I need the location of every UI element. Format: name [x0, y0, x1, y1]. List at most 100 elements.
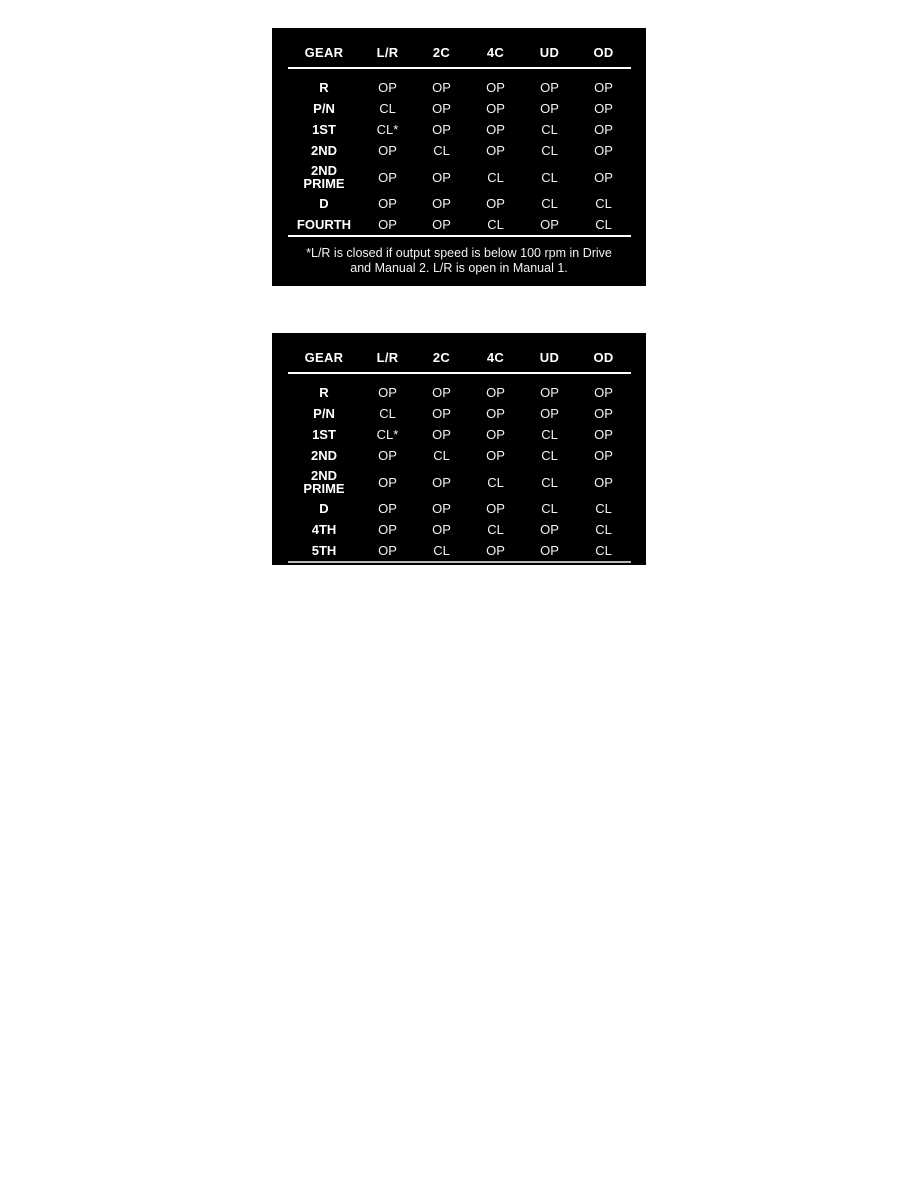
footnote-line-2: Drive and Manual 2. L/R is open in Manua… — [350, 246, 612, 275]
spacer-cell — [523, 68, 577, 77]
cell-2c: OP — [432, 406, 451, 421]
gear-label: R — [319, 80, 329, 95]
header-row: GEAR L/R 2C 4C UD OD — [287, 342, 631, 373]
cell-4c: OP — [486, 143, 505, 158]
column-header-2c: 2C — [432, 44, 451, 60]
gear-label: D — [319, 196, 329, 211]
table-header: GEAR L/R 2C 4C UD OD — [287, 342, 631, 373]
cell-4c: OP — [486, 122, 505, 137]
cell-4c: OP — [486, 196, 505, 211]
cell-4c: CL — [487, 217, 504, 232]
column-header-lr: L/R — [376, 349, 399, 365]
cell-od: CL — [595, 501, 612, 516]
gear-label: 1ST — [312, 427, 336, 442]
header-row: GEAR L/R 2C 4C UD OD — [287, 37, 631, 68]
cell-2c: CL — [433, 543, 450, 558]
cell-4c: OP — [486, 80, 505, 95]
gear-label: 2ND — [310, 143, 337, 158]
gear-label: D — [319, 501, 329, 516]
cell-lr: OP — [378, 217, 397, 232]
cell-4c: CL — [487, 474, 504, 490]
footnote-line-1: *L/R is closed if output speed is below … — [306, 246, 580, 260]
cell-od: OP — [594, 169, 613, 185]
cell-ud: OP — [540, 385, 559, 400]
table-body: R OP OP OP OP OP P/N CL OP OP OP OP 1ST — [287, 68, 631, 236]
spacer-cell — [523, 373, 577, 382]
spacer-cell — [361, 68, 415, 77]
spacer-cell — [577, 68, 631, 77]
cell-lr: OP — [378, 448, 397, 463]
cell-lr: OP — [378, 474, 397, 490]
cell-ud: CL — [541, 427, 558, 442]
cell-lr: OP — [378, 385, 397, 400]
cell-4c: OP — [486, 501, 505, 516]
clutch-application-chart-5-speed-panel: GEAR L/R 2C 4C UD OD R — [272, 333, 646, 565]
cell-od: CL — [595, 196, 612, 211]
cell-lr: OP — [378, 80, 397, 95]
cell-2c: OP — [432, 522, 451, 537]
gear-label: 2ND PRIME — [288, 161, 361, 193]
table-row: D OP OP OP CL CL — [288, 498, 631, 519]
cell-od: OP — [594, 143, 613, 158]
spacer-cell — [288, 68, 361, 77]
cell-ud: OP — [540, 522, 559, 537]
cell-ud: OP — [540, 101, 559, 116]
cell-4c: OP — [486, 101, 505, 116]
gear-label-line2: PRIME — [303, 481, 345, 496]
column-header-ud: UD — [539, 349, 560, 365]
cell-ud: CL — [541, 169, 558, 185]
cell-2c: OP — [432, 101, 451, 116]
table-row: 4TH OP OP CL OP CL — [288, 519, 631, 540]
cell-2c: CL — [433, 448, 450, 463]
cell-lr: CL* — [376, 427, 399, 442]
spacer-cell — [288, 373, 361, 382]
cell-ud: OP — [540, 80, 559, 95]
spacer-cell — [469, 68, 523, 77]
cell-2c: OP — [432, 474, 451, 490]
cell-4c: OP — [486, 448, 505, 463]
spacer-cell — [361, 373, 415, 382]
cell-lr: CL* — [376, 122, 399, 137]
gear-label: P/N — [313, 406, 335, 421]
column-header-od: OD — [593, 44, 614, 60]
table-row: 2ND PRIME OP OP CL CL OP — [288, 466, 631, 498]
cell-2c: OP — [432, 501, 451, 516]
gear-label-line1: 2ND — [310, 163, 337, 178]
table-row: R OP OP OP OP OP — [288, 382, 631, 403]
column-header-ud: UD — [539, 44, 560, 60]
table-header: GEAR L/R 2C 4C UD OD — [287, 37, 631, 68]
cell-od: OP — [594, 101, 613, 116]
cell-od: OP — [594, 448, 613, 463]
panel-inner: GEAR L/R 2C 4C UD OD R — [272, 28, 646, 276]
table-row: FOURTH OP OP CL OP CL — [288, 214, 631, 236]
cell-4c: OP — [486, 543, 505, 558]
cell-ud: CL — [541, 122, 558, 137]
cell-2c: OP — [432, 217, 451, 232]
cell-od: OP — [594, 122, 613, 137]
table-row: 2ND OP CL OP CL OP — [288, 140, 631, 161]
column-header-2c: 2C — [432, 349, 451, 365]
cell-ud: OP — [540, 217, 559, 232]
table-row: 1ST CL* OP OP CL OP — [288, 119, 631, 140]
cell-2c: OP — [432, 427, 451, 442]
cell-4c: OP — [486, 427, 505, 442]
cell-od: CL — [595, 522, 612, 537]
column-header-lr: L/R — [376, 44, 399, 60]
cell-lr: OP — [378, 501, 397, 516]
cell-2c: OP — [432, 385, 451, 400]
spacer-cell — [469, 373, 523, 382]
cell-2c: OP — [432, 80, 451, 95]
cell-ud: CL — [541, 196, 558, 211]
cell-od: OP — [594, 406, 613, 421]
gear-label-line1: 2ND — [310, 468, 337, 483]
cell-2c: OP — [432, 196, 451, 211]
cell-lr: OP — [378, 196, 397, 211]
panel-inner: GEAR L/R 2C 4C UD OD R — [272, 333, 646, 563]
spacer-cell — [415, 373, 469, 382]
cell-2c: CL — [433, 143, 450, 158]
cell-4c: CL — [487, 169, 504, 185]
cell-ud: OP — [540, 543, 559, 558]
gear-label-line2: PRIME — [303, 176, 345, 191]
table-row: P/N CL OP OP OP OP — [288, 98, 631, 119]
table-row: P/N CL OP OP OP OP — [288, 403, 631, 424]
